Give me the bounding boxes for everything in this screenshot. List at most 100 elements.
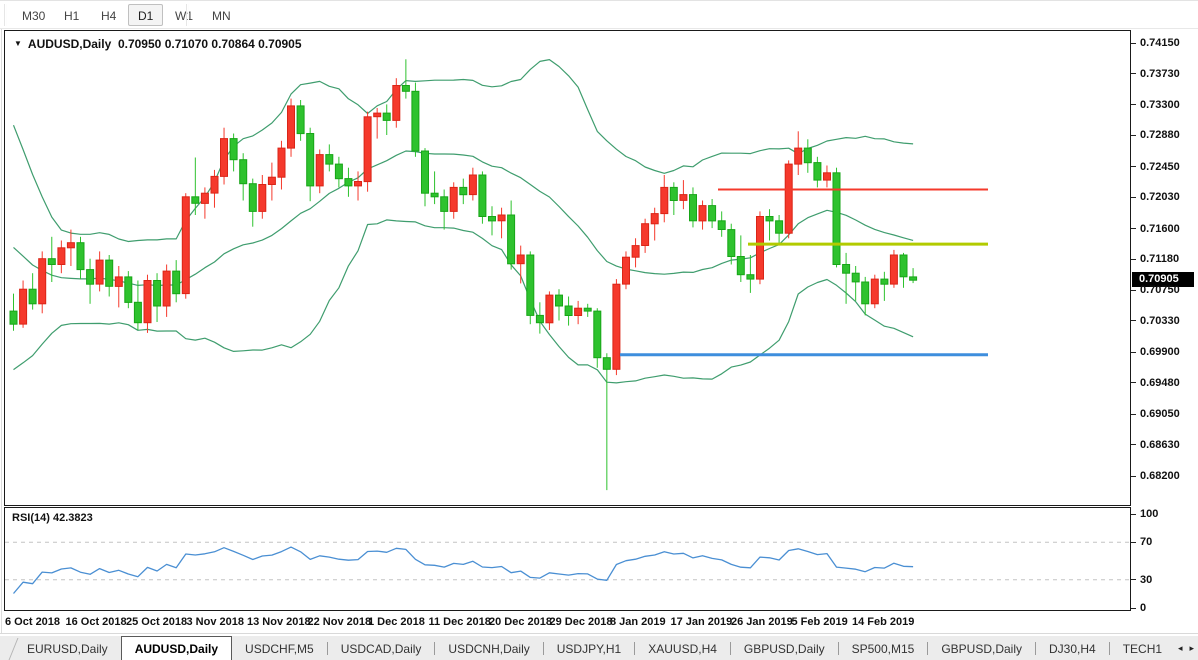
candle-body	[28, 288, 37, 305]
timeframe-button-m30[interactable]: M30	[22, 9, 46, 23]
rsi-tick	[1131, 608, 1136, 609]
price-tick	[1131, 197, 1136, 198]
candle-body	[315, 154, 324, 187]
candle-body	[363, 116, 372, 183]
chart-tab-gbpusd-daily[interactable]: GBPUSD,Daily	[941, 641, 1023, 656]
date-axis-label: 14 Feb 2019	[852, 616, 915, 628]
candle-body	[114, 276, 123, 287]
date-axis[interactable]: 6 Oct 2018 16 Oct 2018 25 Oct 2018 3 Nov 20…	[0, 612, 1198, 634]
candle-bull	[392, 78, 401, 128]
candle-bear	[86, 258, 95, 304]
candle-body	[899, 254, 908, 278]
candle-bear	[832, 167, 841, 268]
toolbar-grip	[4, 4, 7, 26]
date-axis-label: 29 Dec 2018	[549, 616, 613, 628]
candle-bull	[612, 279, 621, 376]
candlestick-chart-canvas[interactable]	[5, 31, 1130, 505]
timeframe-button-h4[interactable]: H4	[101, 9, 117, 23]
candle-bear	[430, 171, 439, 205]
candle-bear	[325, 144, 334, 172]
candle-bear	[708, 199, 717, 229]
candle-bear	[909, 268, 918, 284]
candle-body	[555, 294, 563, 307]
chart-tab-eurusd-daily[interactable]: EURUSD,Daily	[27, 641, 108, 656]
rsi-axis[interactable]: 100 70 30 0	[1131, 507, 1198, 614]
candle-bear	[9, 293, 18, 331]
candle-bear	[382, 104, 391, 135]
timeframe-button-mn[interactable]: MN	[212, 9, 231, 23]
price-axis-label: 0.68200	[1140, 470, 1180, 482]
chart-tab-usdchf-m5[interactable]: USDCHF,M5	[245, 641, 314, 656]
candle-body	[86, 269, 95, 285]
candle-bear	[421, 148, 429, 207]
candle-bull	[497, 207, 506, 239]
candle-bear	[47, 236, 56, 282]
candle-body	[296, 105, 305, 135]
chart-tab-usdcnh-daily[interactable]: USDCNH,Daily	[448, 641, 530, 656]
candle-body	[736, 256, 745, 276]
date-axis-label: 3 Nov 2018	[186, 616, 244, 628]
candle-bear	[813, 156, 822, 188]
current-price-badge: 0.70905	[1132, 272, 1194, 288]
chart-tab-dj30-h4[interactable]: DJ30,H4	[1049, 641, 1096, 656]
timeframe-button-w1[interactable]: W1	[175, 9, 193, 23]
candle-bear	[248, 178, 257, 227]
chart-tab-gbpusd-daily[interactable]: GBPUSD,Daily	[743, 641, 825, 656]
tab-scroll-right-icon[interactable]: ▸	[1189, 643, 1194, 653]
chart-tab-usdcad-daily[interactable]: USDCAD,Daily	[340, 641, 422, 656]
candle-body	[392, 85, 401, 121]
timeframe-toolbar: M30 H1 H4 D1 W1 MN	[0, 0, 1198, 29]
candle-body	[220, 138, 228, 177]
rsi-indicator-pane[interactable]: RSI(14) 42.3823	[4, 507, 1131, 611]
candle-body	[162, 270, 171, 307]
candle-bear	[899, 252, 908, 288]
candle-bear	[880, 271, 889, 301]
rsi-chart-canvas[interactable]	[5, 508, 1130, 610]
candle-bear	[535, 302, 544, 334]
candle-body	[258, 184, 267, 212]
date-axis-label: 17 Jan 2019	[670, 616, 733, 628]
candle-bull	[698, 200, 707, 230]
chart-tab-usdjpy-h1[interactable]: USDJPY,H1	[556, 641, 622, 656]
candle-body	[746, 274, 755, 280]
main-chart-pane[interactable]: ▼ AUDUSD,Daily 0.70950 0.71070 0.70864 0.…	[4, 30, 1131, 506]
tab-scroll-left-icon[interactable]: ◂	[1177, 643, 1183, 653]
chart-tab-tech100-h1[interactable]: TECH100,H1	[1122, 641, 1162, 656]
candle-bull	[95, 251, 104, 292]
candle-bear	[669, 182, 678, 215]
price-axis-label: 0.71180	[1140, 253, 1180, 266]
candle-bear	[153, 273, 162, 322]
chart-tab-audusd-daily[interactable]: AUDUSD,Daily	[120, 636, 233, 660]
price-tick	[1131, 320, 1136, 321]
tab-separator	[927, 642, 929, 655]
candle-body	[631, 245, 640, 258]
date-axis-label: 26 Jan 2019	[731, 616, 793, 628]
candle-bull	[210, 169, 219, 208]
candle-bear	[526, 251, 535, 325]
candle-body	[19, 288, 28, 325]
tab-separator	[542, 642, 544, 655]
candle-body	[373, 112, 382, 118]
candle-body	[535, 314, 544, 324]
candle-body	[306, 133, 315, 187]
timeframe-button-d1[interactable]: D1	[128, 4, 164, 26]
price-tick	[1131, 382, 1136, 383]
candle-body	[76, 242, 85, 271]
candle-body	[382, 112, 391, 121]
price-axis-label: 0.72030	[1140, 191, 1180, 204]
symbol-dropdown-icon[interactable]: ▼	[14, 39, 22, 48]
chart-tab-xauusd-h4[interactable]: XAUUSD,H4	[648, 641, 717, 656]
candle-bull	[545, 291, 554, 330]
rsi-axis-label: 0	[1140, 602, 1147, 614]
timeframe-button-h1[interactable]: H1	[64, 9, 80, 23]
candle-body	[612, 283, 621, 370]
candle-bear	[717, 211, 726, 237]
candle-bull	[641, 218, 650, 253]
candle-body	[153, 280, 162, 307]
candle-bull	[679, 180, 688, 210]
price-axis[interactable]: 0.70905 0.74150 0.73730 0.73300 0.72880 0.72…	[1131, 30, 1198, 507]
candle-body	[267, 176, 276, 185]
chart-tab-sp500-m15[interactable]: SP500,M15	[851, 641, 915, 656]
ohlc-high: 0.71070	[164, 37, 209, 51]
candle-body	[851, 272, 860, 283]
